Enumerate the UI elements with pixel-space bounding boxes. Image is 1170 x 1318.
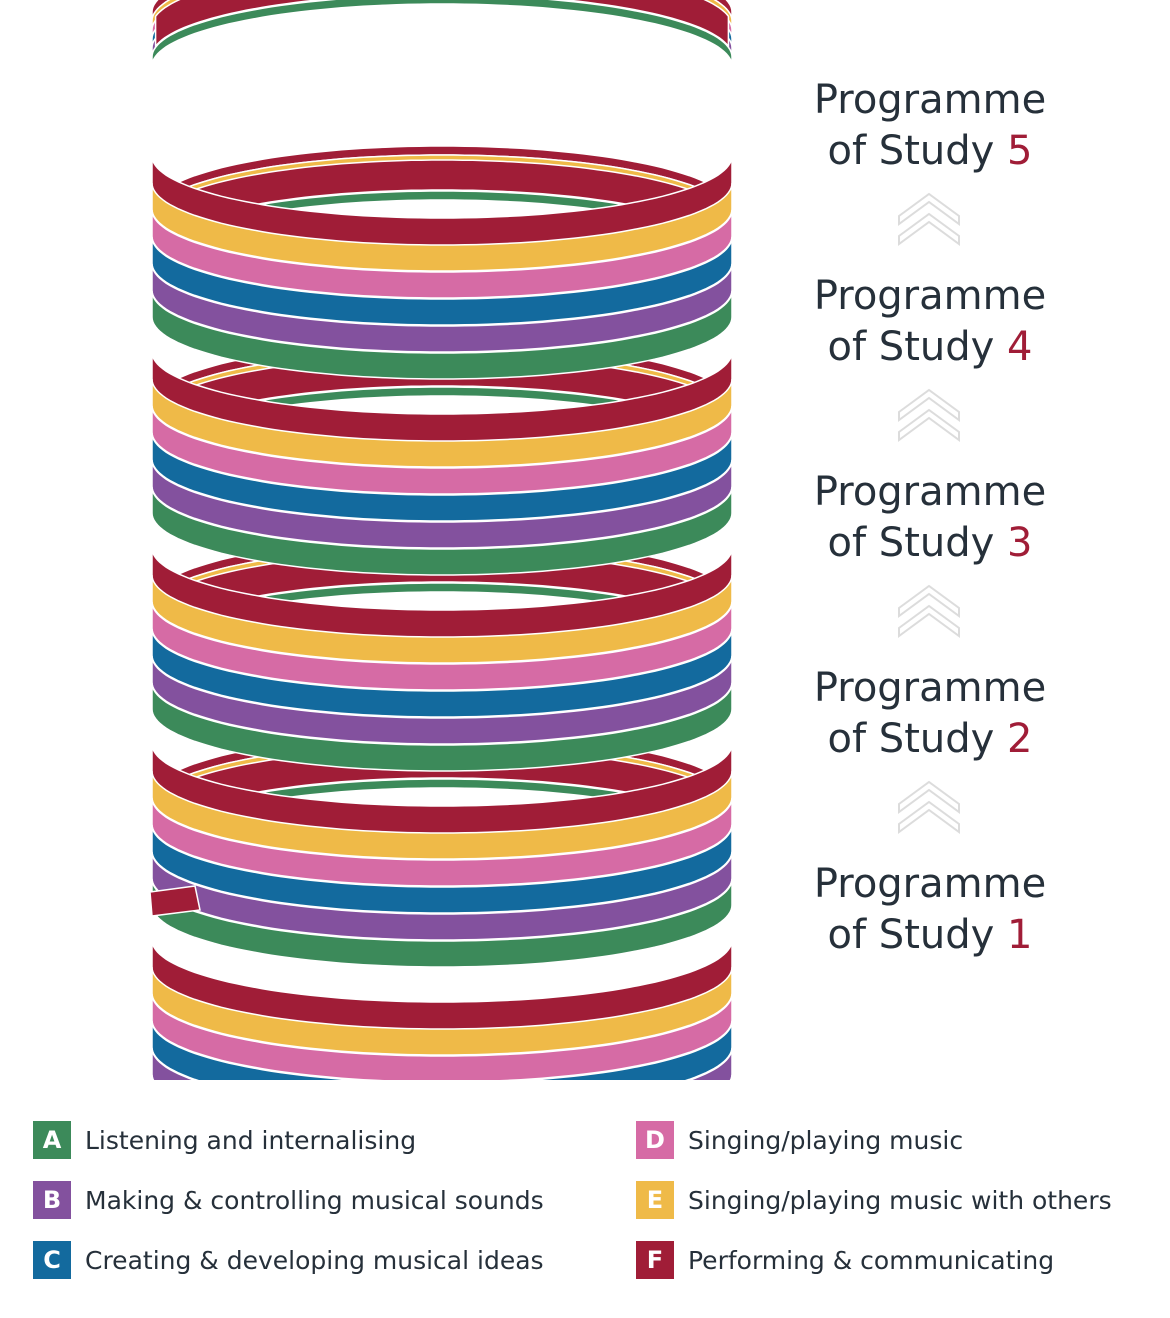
legend-label-c: Creating & developing musical ideas: [85, 1245, 544, 1275]
spiral-coil-band: [151, 405, 733, 495]
programme-1-number: 1: [1007, 912, 1033, 958]
programme-4-line2: of Study: [827, 324, 995, 370]
programme-2-label: Programme of Study 2: [780, 663, 1080, 765]
programme-2-number: 2: [1007, 716, 1033, 762]
chevron-up-icon: [898, 192, 960, 246]
legend-badge-b: B: [33, 1181, 71, 1219]
spiral-coil-band: [151, 851, 733, 941]
spiral-coil-rim: [154, 0, 730, 49]
legend-badge-c: C: [33, 1241, 71, 1279]
programme-5-number: 5: [1007, 128, 1033, 174]
spiral-coil-band: [151, 966, 733, 1056]
programme-4-number: 4: [1007, 324, 1033, 370]
spiral-coil-band: [151, 378, 733, 468]
programme-5-line2: of Study: [827, 128, 995, 174]
spiral-coil-band: [151, 824, 733, 914]
spiral-coil-band: [151, 628, 733, 718]
spiral-coil-band: [151, 432, 733, 522]
spiral-coil-band: [151, 459, 733, 549]
legend-item-f: F Performing & communicating: [636, 1240, 1054, 1280]
spiral-tail: [149, 885, 201, 917]
spiral-coil-band: [151, 1047, 733, 1080]
legend-label-e: Singing/playing music with others: [688, 1185, 1112, 1215]
legend-label-d: Singing/playing music: [688, 1125, 964, 1155]
spiral-coil-back-band: [151, 0, 733, 67]
legend-badge-f: F: [636, 1241, 674, 1279]
legend-item-a: A Listening and internalising: [33, 1120, 416, 1160]
programme-3-label: Programme of Study 3: [780, 467, 1080, 569]
chevron-up-icon: [898, 584, 960, 638]
spiral-coil-band: [151, 655, 733, 745]
programme-4-label: Programme of Study 4: [780, 271, 1080, 373]
legend-label-b: Making & controlling musical sounds: [85, 1185, 544, 1215]
spiral-coil-band: [151, 263, 733, 353]
programme-5-label: Programme of Study 5: [780, 75, 1080, 177]
programme-1-line2: of Study: [827, 912, 995, 958]
legend-badge-a: A: [33, 1121, 71, 1159]
chevron-up-icon: [898, 388, 960, 442]
programme-1-line1: Programme: [813, 861, 1047, 907]
programme-3-line1: Programme: [813, 469, 1047, 515]
spiral-coil-band: [151, 797, 733, 887]
programme-4-line1: Programme: [813, 273, 1047, 319]
spiral-coil-band: [151, 1020, 733, 1080]
programme-1-label: Programme of Study 1: [780, 859, 1080, 961]
legend-item-e: E Singing/playing music with others: [636, 1180, 1112, 1220]
programme-3-number: 3: [1007, 520, 1033, 566]
spiral-coil-band: [151, 601, 733, 691]
spiral-coil-band: [151, 209, 733, 299]
legend-item-c: C Creating & developing musical ideas: [33, 1240, 544, 1280]
spiral-coil-band: [151, 993, 733, 1080]
programme-2-line1: Programme: [813, 665, 1047, 711]
spiral-coil-band: [151, 770, 733, 860]
spiral-coil-band: [151, 574, 733, 664]
programme-3-line2: of Study: [827, 520, 995, 566]
spiral-coil-band: [151, 236, 733, 326]
legend-badge-d: D: [636, 1121, 674, 1159]
chevron-up-icon: [898, 780, 960, 834]
spiral-coil-band: [151, 682, 733, 772]
legend-item-b: B Making & controlling musical sounds: [33, 1180, 544, 1220]
legend-label-a: Listening and internalising: [85, 1125, 417, 1155]
legend-item-d: D Singing/playing music: [636, 1120, 963, 1160]
legend-badge-e: E: [636, 1181, 674, 1219]
legend-label-f: Performing & communicating: [688, 1245, 1055, 1275]
programme-5-line1: Programme: [813, 77, 1047, 123]
programme-2-line2: of Study: [827, 716, 995, 762]
spiral-coil-band: [151, 290, 733, 380]
spiral-coil-band: [151, 486, 733, 576]
spiral-coil-band: [151, 182, 733, 272]
spiral-diagram: [149, 0, 733, 1080]
